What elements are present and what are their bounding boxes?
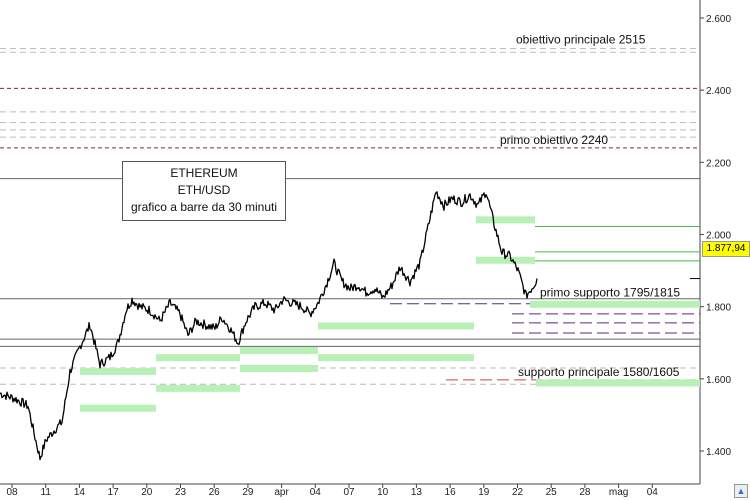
green-zone: [240, 346, 318, 354]
x-tick-label: 14: [74, 487, 86, 498]
x-tick-label: 07: [343, 487, 355, 498]
price-series: [0, 191, 538, 461]
x-axis-ticks: 08 11 14 17 20 23 26 29 apr 04 07 10 13 16 19 22 25 28 mag…: [6, 484, 658, 498]
x-tick-label: mag: [609, 487, 628, 498]
green-zone: [476, 256, 535, 264]
x-tick-label: 11: [41, 487, 52, 498]
y-tick-label: 2.600: [706, 14, 731, 25]
x-tick-label: 23: [175, 487, 187, 498]
horizontal-levels: [0, 48, 700, 385]
x-tick-label: 28: [579, 487, 591, 498]
y-tick-label: 1.400: [706, 447, 731, 458]
green-zone: [318, 354, 474, 362]
y-tick-label: 1.600: [706, 375, 731, 386]
green-zone: [80, 367, 156, 375]
annotation-label: obiettivo principale 2515: [516, 33, 646, 47]
x-tick-label: 04: [310, 487, 322, 498]
y-axis-ticks: 1.400 1.600 1.800 2.000 2.200 2.400 2.600: [690, 14, 731, 458]
x-tick-label: 17: [108, 487, 120, 498]
plot-background: [0, 0, 700, 484]
x-tick-label: 08: [6, 487, 18, 498]
green-zone: [476, 216, 535, 224]
green-zone: [536, 379, 700, 387]
x-tick-label: 04: [647, 487, 659, 498]
y-tick-label: 2.400: [706, 86, 731, 97]
green-zone: [80, 404, 156, 412]
green-zone: [318, 322, 474, 330]
x-tick-label: 19: [478, 487, 490, 498]
green-zone: [156, 384, 240, 392]
y-tick-label: 1.800: [706, 303, 731, 314]
x-tick-label: apr: [274, 487, 289, 498]
green-zones: [80, 216, 700, 412]
info-timeframe: grafico a barre da 30 minuti: [130, 200, 278, 214]
y-tick-label: 2.200: [706, 158, 731, 169]
annotation-label: primo obiettivo 2240: [500, 133, 608, 147]
price-line: [0, 191, 538, 461]
x-tick-label: 25: [546, 487, 558, 498]
info-pair: ETH/USD: [177, 183, 231, 197]
annotation-label: primo supporto 1795/1815: [540, 285, 680, 299]
green-zone: [530, 300, 700, 308]
x-tick-label: 16: [445, 487, 457, 498]
x-tick-label: 20: [141, 487, 153, 498]
scroll-up-icon[interactable]: ▲: [734, 484, 748, 498]
annotation-label: supporto principale 1580/1605: [518, 365, 680, 379]
last-price-tag: 1.877,94: [702, 241, 750, 257]
green-zone: [156, 354, 240, 362]
x-tick-label: 10: [377, 487, 389, 498]
chart-info-box: ETHEREUM ETH/USD grafico a barre da 30 m…: [122, 161, 286, 221]
level-annotations: obiettivo principale 2515 primo obiettivo…: [500, 33, 680, 379]
x-tick-label: 22: [512, 487, 524, 498]
x-tick-label: 26: [209, 487, 221, 498]
info-symbol-name: ETHEREUM: [170, 166, 238, 180]
x-tick-label: 29: [242, 487, 254, 498]
x-tick-label: 13: [411, 487, 423, 498]
y-tick-label: 2.000: [706, 231, 731, 242]
green-zone: [240, 365, 318, 373]
